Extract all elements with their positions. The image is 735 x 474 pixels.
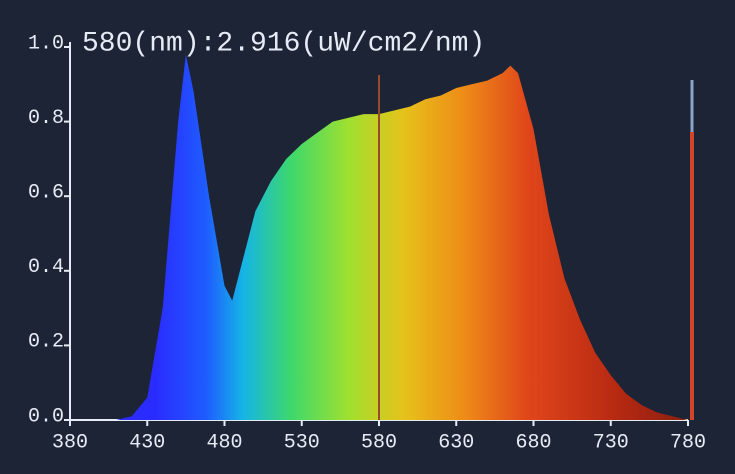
x-tick-label: 780 [670, 431, 706, 454]
x-tick-label: 730 [593, 431, 629, 454]
y-tick-label: 0.8 [28, 107, 64, 130]
x-tick-label: 580 [361, 431, 397, 454]
x-tick-label: 530 [284, 431, 320, 454]
y-tick-label: 0.2 [28, 331, 64, 354]
y-tick-label: 0.4 [28, 256, 64, 279]
x-tick-label: 680 [515, 431, 551, 454]
y-tick-label: 1.0 [28, 32, 64, 55]
x-tick-label: 480 [206, 431, 242, 454]
x-tick-label: 630 [438, 431, 474, 454]
y-tick-label: 0.0 [28, 405, 64, 428]
chart-title: 580(nm):2.916(uW/cm2/nm) [82, 28, 485, 59]
x-tick-label: 380 [52, 431, 88, 454]
y-tick-label: 0.6 [28, 181, 64, 204]
x-tick-label: 430 [129, 431, 165, 454]
